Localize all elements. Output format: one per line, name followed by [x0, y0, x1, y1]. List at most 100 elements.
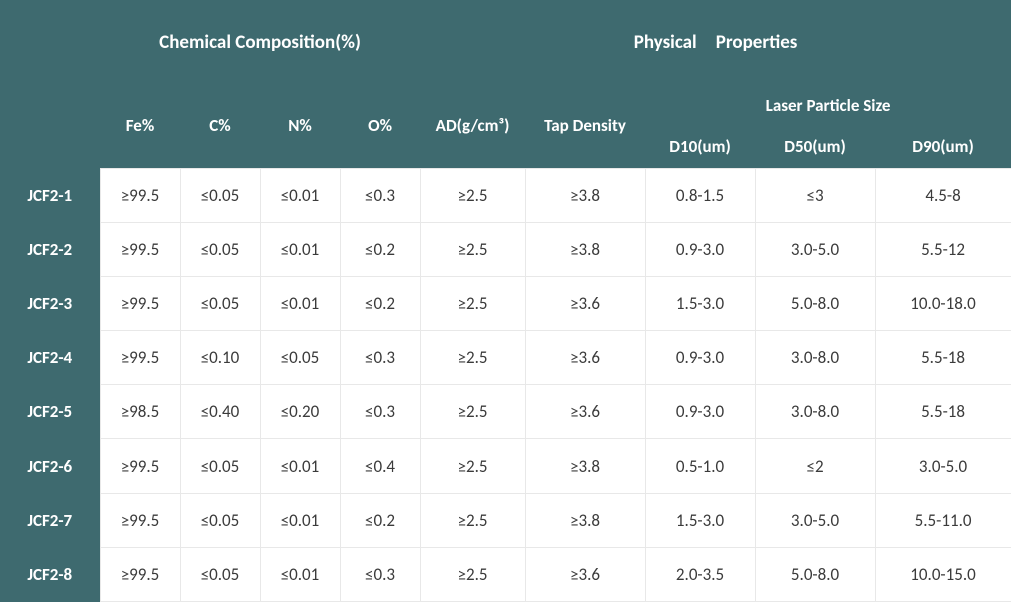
table-row: JCF2-7≥99.5≤0.05≤0.01≤0.2≥2.5≥3.81.5-3.0… [0, 493, 1011, 547]
cell-ad: ≥2.5 [420, 547, 525, 601]
cell-o: ≤0.3 [340, 168, 420, 222]
header-group-physical: Physical Properties [420, 0, 1011, 84]
header-c: C% [180, 84, 260, 168]
cell-d90: 10.0-15.0 [875, 547, 1011, 601]
cell-fe: ≥99.5 [100, 493, 180, 547]
cell-tap: ≥3.6 [525, 276, 645, 330]
header-d90: D90(um) [875, 126, 1011, 168]
header-d10: D10(um) [645, 126, 755, 168]
cell-d10: 1.5-3.0 [645, 493, 755, 547]
row-label: JCF2-6 [0, 439, 100, 493]
cell-d10: 0.9-3.0 [645, 385, 755, 439]
cell-ad: ≥2.5 [420, 331, 525, 385]
header-ad: AD(g/cm³) [420, 84, 525, 168]
cell-d10: 2.0-3.5 [645, 547, 755, 601]
cell-c: ≤0.40 [180, 385, 260, 439]
cell-d90: 4.5-8 [875, 168, 1011, 222]
cell-d50: ≤3 [755, 168, 875, 222]
table-row: JCF2-1≥99.5≤0.05≤0.01≤0.3≥2.5≥3.80.8-1.5… [0, 168, 1011, 222]
cell-d50: 5.0-8.0 [755, 276, 875, 330]
cell-tap: ≥3.8 [525, 439, 645, 493]
cell-fe: ≥99.5 [100, 439, 180, 493]
cell-c: ≤0.10 [180, 331, 260, 385]
cell-ad: ≥2.5 [420, 385, 525, 439]
cell-tap: ≥3.8 [525, 168, 645, 222]
table-body: JCF2-1≥99.5≤0.05≤0.01≤0.3≥2.5≥3.80.8-1.5… [0, 168, 1011, 602]
cell-d10: 0.8-1.5 [645, 168, 755, 222]
cell-n: ≤0.05 [260, 331, 340, 385]
cell-c: ≤0.05 [180, 493, 260, 547]
table-row: JCF2-2≥99.5≤0.05≤0.01≤0.2≥2.5≥3.80.9-3.0… [0, 222, 1011, 276]
table-row: JCF2-6≥99.5≤0.05≤0.01≤0.4≥2.5≥3.80.5-1.0… [0, 439, 1011, 493]
header-group-laser: Laser Particle Size [645, 84, 1011, 126]
cell-tap: ≥3.8 [525, 222, 645, 276]
cell-d10: 0.5-1.0 [645, 439, 755, 493]
row-label: JCF2-1 [0, 168, 100, 222]
header-corner [0, 0, 100, 168]
header-o: O% [340, 84, 420, 168]
cell-d90: 5.5-11.0 [875, 493, 1011, 547]
cell-n: ≤0.01 [260, 547, 340, 601]
cell-fe: ≥99.5 [100, 168, 180, 222]
cell-ad: ≥2.5 [420, 222, 525, 276]
cell-o: ≤0.2 [340, 493, 420, 547]
cell-fe: ≥99.5 [100, 331, 180, 385]
cell-o: ≤0.3 [340, 331, 420, 385]
cell-fe: ≥99.5 [100, 276, 180, 330]
table-row: JCF2-8≥99.5≤0.05≤0.01≤0.3≥2.5≥3.62.0-3.5… [0, 547, 1011, 601]
cell-n: ≤0.20 [260, 385, 340, 439]
cell-tap: ≥3.6 [525, 385, 645, 439]
header-d50: D50(um) [755, 126, 875, 168]
header-group-chemical: Chemical Composition(%) [100, 0, 420, 84]
header-fe: Fe% [100, 84, 180, 168]
cell-o: ≤0.2 [340, 222, 420, 276]
row-label: JCF2-3 [0, 276, 100, 330]
cell-d50: 3.0-8.0 [755, 331, 875, 385]
cell-d10: 1.5-3.0 [645, 276, 755, 330]
table-row: JCF2-5≥98.5≤0.40≤0.20≤0.3≥2.5≥3.60.9-3.0… [0, 385, 1011, 439]
cell-tap: ≥3.6 [525, 331, 645, 385]
cell-n: ≤0.01 [260, 276, 340, 330]
cell-d50: 3.0-5.0 [755, 222, 875, 276]
cell-n: ≤0.01 [260, 168, 340, 222]
table-header: Chemical Composition(%) Physical Propert… [0, 0, 1011, 168]
row-label: JCF2-7 [0, 493, 100, 547]
cell-n: ≤0.01 [260, 439, 340, 493]
cell-c: ≤0.05 [180, 439, 260, 493]
row-label: JCF2-5 [0, 385, 100, 439]
cell-o: ≤0.3 [340, 385, 420, 439]
header-tap: Tap Density [525, 84, 645, 168]
cell-d10: 0.9-3.0 [645, 222, 755, 276]
cell-ad: ≥2.5 [420, 276, 525, 330]
cell-ad: ≥2.5 [420, 493, 525, 547]
cell-ad: ≥2.5 [420, 439, 525, 493]
header-n: N% [260, 84, 340, 168]
table-row: JCF2-3≥99.5≤0.05≤0.01≤0.2≥2.5≥3.61.5-3.0… [0, 276, 1011, 330]
cell-tap: ≥3.8 [525, 493, 645, 547]
cell-d90: 5.5-18 [875, 331, 1011, 385]
table-row: JCF2-4≥99.5≤0.10≤0.05≤0.3≥2.5≥3.60.9-3.0… [0, 331, 1011, 385]
cell-ad: ≥2.5 [420, 168, 525, 222]
spec-table: Chemical Composition(%) Physical Propert… [0, 0, 1011, 602]
cell-d90: 5.5-18 [875, 385, 1011, 439]
row-label: JCF2-4 [0, 331, 100, 385]
cell-c: ≤0.05 [180, 276, 260, 330]
cell-d50: 5.0-8.0 [755, 547, 875, 601]
cell-fe: ≥99.5 [100, 547, 180, 601]
cell-c: ≤0.05 [180, 168, 260, 222]
cell-d90: 10.0-18.0 [875, 276, 1011, 330]
cell-n: ≤0.01 [260, 493, 340, 547]
cell-fe: ≥98.5 [100, 385, 180, 439]
cell-n: ≤0.01 [260, 222, 340, 276]
cell-o: ≤0.3 [340, 547, 420, 601]
cell-fe: ≥99.5 [100, 222, 180, 276]
cell-o: ≤0.4 [340, 439, 420, 493]
row-label: JCF2-8 [0, 547, 100, 601]
cell-d50: 3.0-5.0 [755, 493, 875, 547]
cell-d90: 3.0-5.0 [875, 439, 1011, 493]
cell-c: ≤0.05 [180, 547, 260, 601]
cell-d50: ≤2 [755, 439, 875, 493]
cell-tap: ≥3.6 [525, 547, 645, 601]
cell-d10: 0.9-3.0 [645, 331, 755, 385]
cell-d90: 5.5-12 [875, 222, 1011, 276]
